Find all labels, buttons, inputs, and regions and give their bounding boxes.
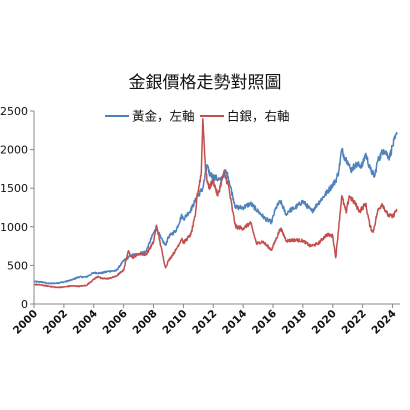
x-tick-label: 2002 <box>41 308 70 337</box>
y-tick-label: 2500 <box>0 105 28 118</box>
x-tick-label: 2010 <box>160 308 189 337</box>
chart-legend: 黃金，左軸 白銀，右軸 <box>105 109 290 124</box>
x-tick-label: 2004 <box>71 308 100 337</box>
x-tick-label: 2000 <box>11 308 40 337</box>
x-tick-label: 2006 <box>101 308 130 337</box>
y-tick-label: 1500 <box>0 182 28 195</box>
x-tick-label: 2014 <box>220 308 249 337</box>
x-tick-label: 2018 <box>280 308 309 337</box>
x-tick-label: 2024 <box>369 308 398 337</box>
x-tick-label: 2020 <box>310 308 339 337</box>
legend-label-silver: 白銀，右軸 <box>227 109 290 124</box>
y-tick-label: 500 <box>7 259 28 272</box>
x-tick-label: 2016 <box>250 308 279 337</box>
x-tick-label: 2008 <box>130 308 159 337</box>
series-line-silver <box>33 117 398 289</box>
chart-title: 金銀價格走勢對照圖 <box>128 73 282 93</box>
x-tick-label: 2022 <box>340 308 369 337</box>
x-tick-label: 2012 <box>190 308 219 337</box>
series-line-gold <box>33 131 398 285</box>
y-tick-label: 0 <box>21 298 28 311</box>
series-layer <box>33 117 398 289</box>
y-tick-label: 1000 <box>0 221 28 234</box>
y-tick-label: 2000 <box>0 144 28 157</box>
legend-label-gold: 黃金，左軸 <box>132 109 195 124</box>
